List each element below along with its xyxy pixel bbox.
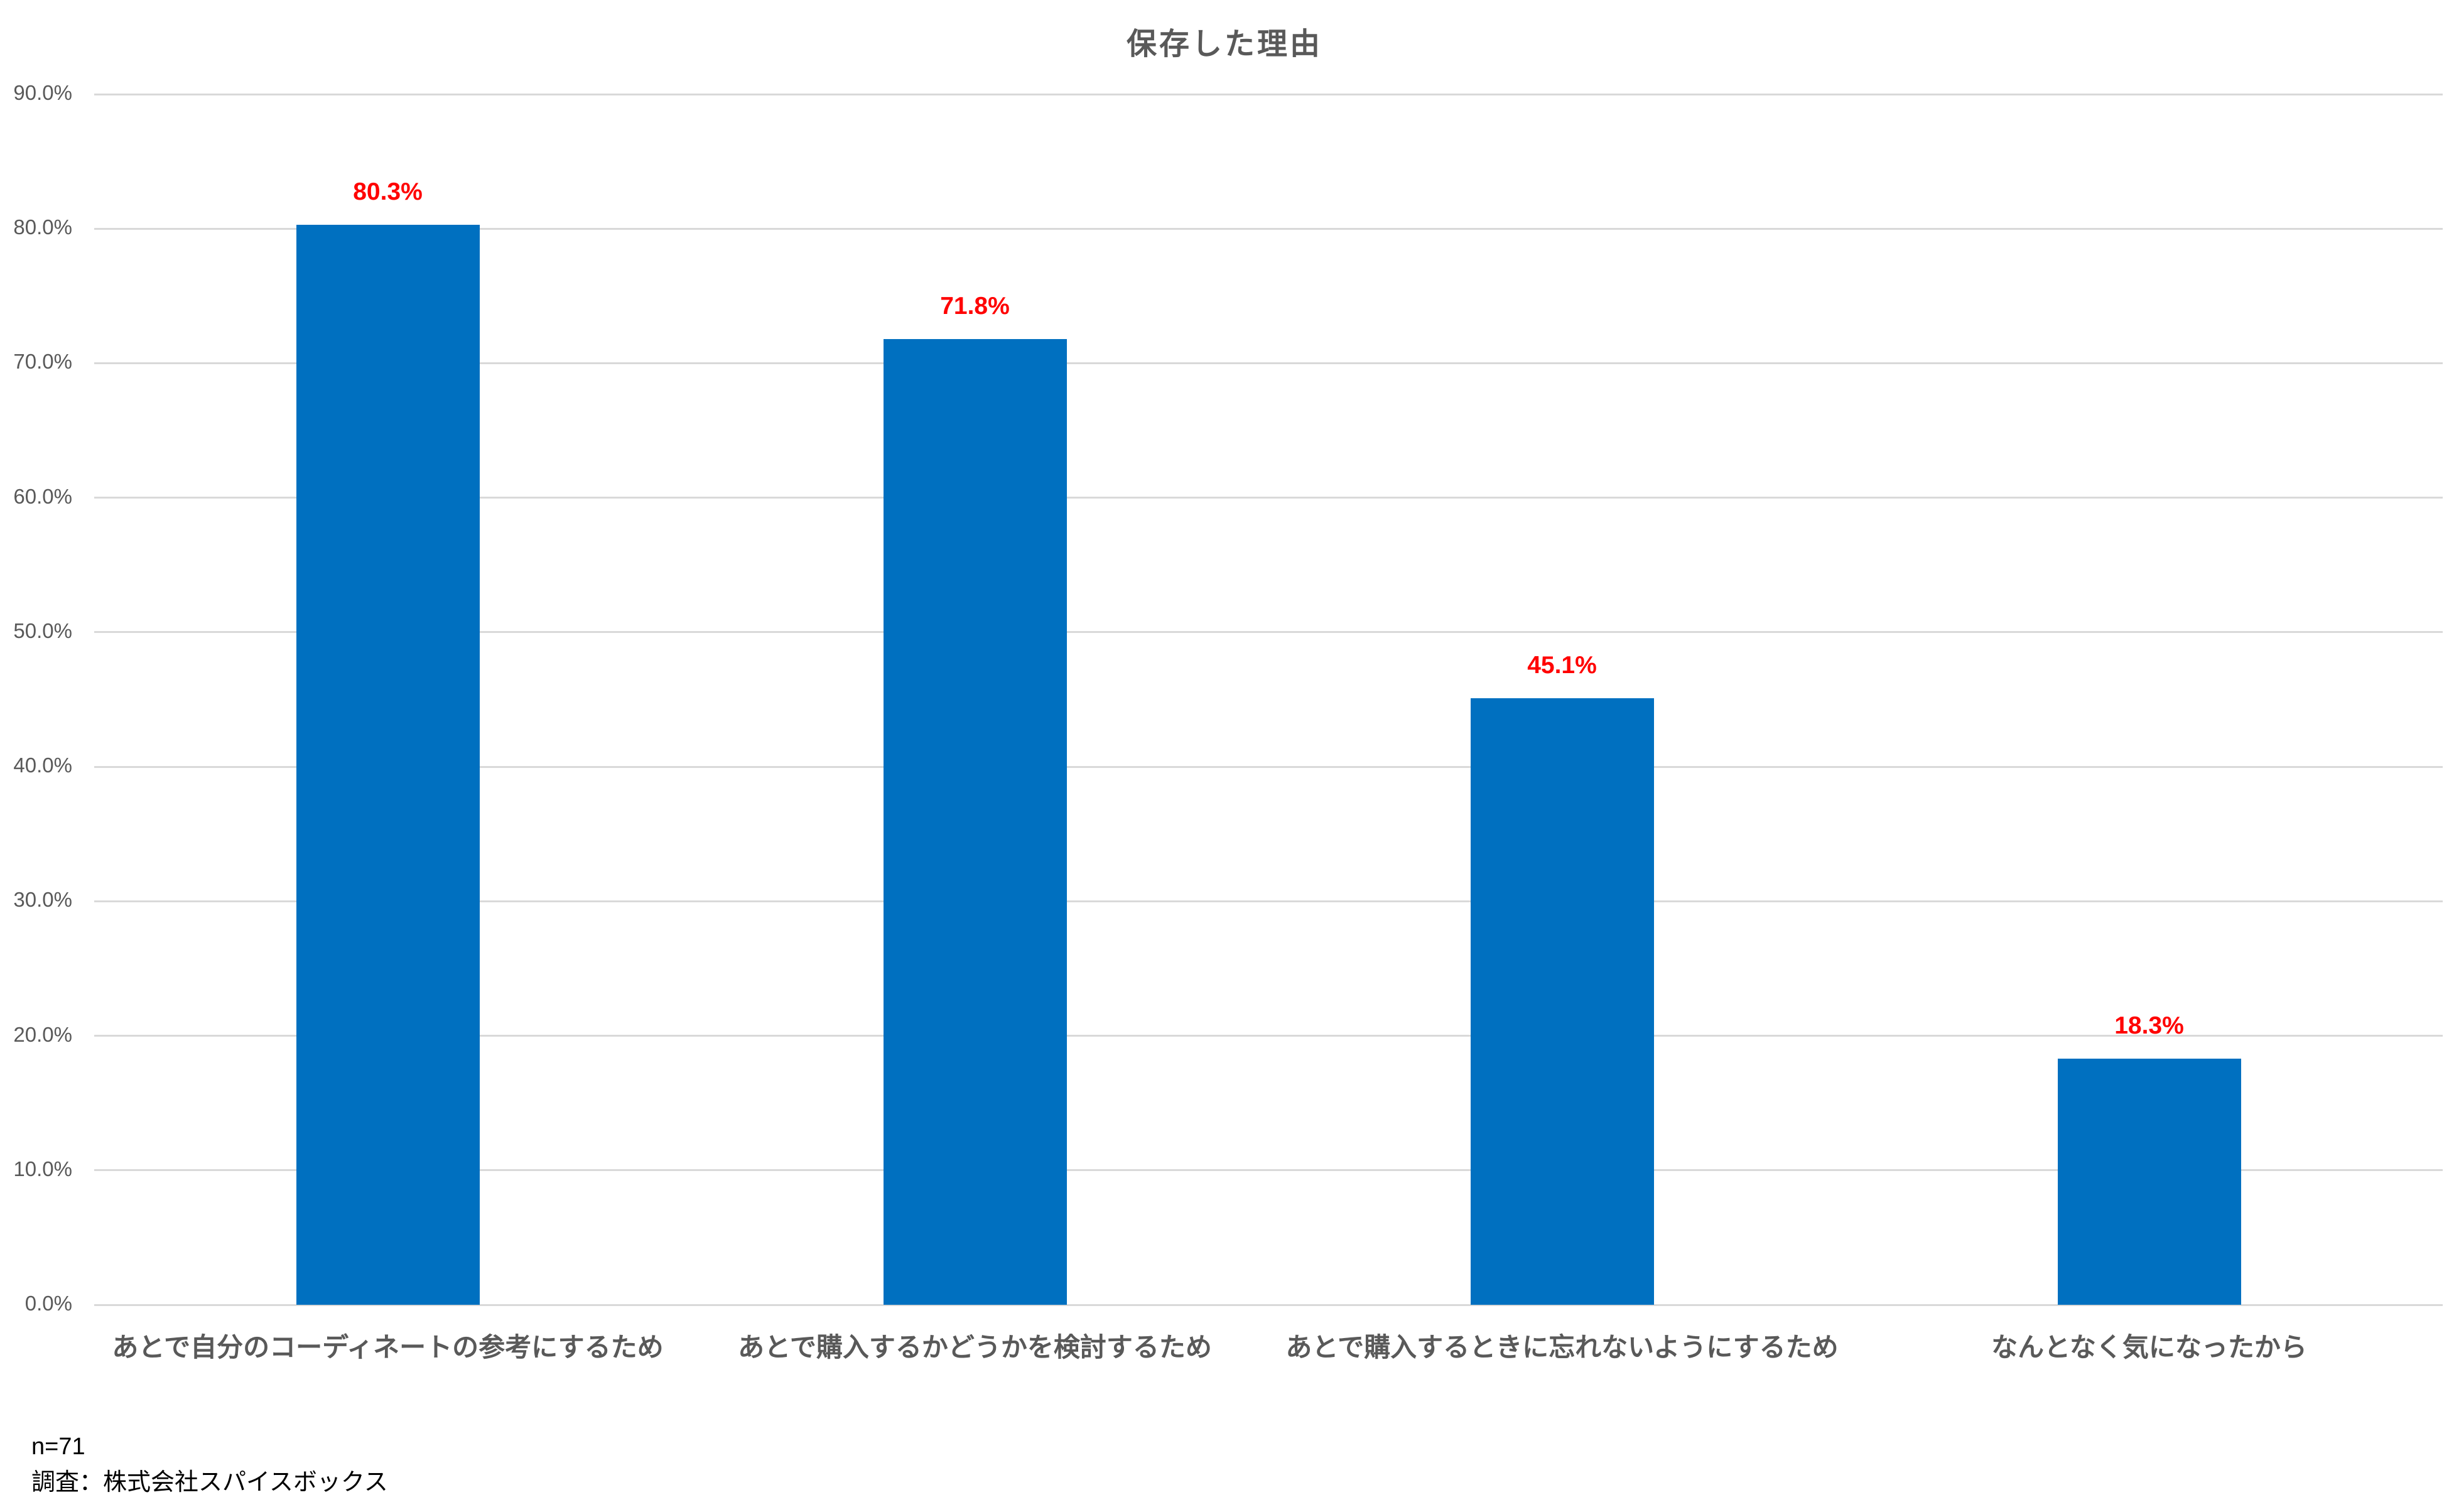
x-axis-category-label: あとで購入するときに忘れないようにするため — [1285, 1332, 1839, 1362]
gridline — [94, 227, 2443, 230]
bar — [883, 338, 1067, 1305]
bar — [296, 224, 480, 1305]
y-axis-tick-label: 60.0% — [13, 484, 72, 508]
y-axis-tick-label: 40.0% — [13, 753, 72, 777]
bar-value-label: 71.8% — [940, 292, 1010, 320]
gridline — [94, 497, 2443, 499]
x-axis-category-label: あとで自分のコーディネートの参考にするため — [112, 1332, 664, 1362]
gridline — [94, 765, 2443, 768]
bar-value-label: 18.3% — [2114, 1012, 2184, 1039]
y-axis-tick-label: 70.0% — [13, 350, 72, 374]
y-axis-tick-label: 30.0% — [13, 888, 72, 912]
gridline — [94, 631, 2443, 634]
y-axis-tick-label: 20.0% — [13, 1022, 72, 1046]
gridline — [94, 1304, 2443, 1306]
bar — [2057, 1058, 2241, 1305]
y-axis-tick-label: 0.0% — [24, 1292, 72, 1315]
bar — [1470, 698, 1654, 1305]
gridline — [94, 900, 2443, 902]
source-label: 調査：株式会社スパイスボックス — [31, 1469, 388, 1496]
chart-title: 保存した理由 — [1126, 28, 1322, 61]
chart-footer: n=71 調査：株式会社スパイスボックス — [31, 1429, 388, 1501]
x-axis-category-label: あとで購入するかどうかを検討するため — [738, 1332, 1212, 1362]
gridline — [94, 93, 2443, 95]
bar-value-label: 80.3% — [353, 178, 423, 205]
gridline — [94, 1169, 2443, 1172]
y-axis-tick-label: 90.0% — [13, 81, 72, 104]
sample-size-label: n=71 — [31, 1434, 85, 1460]
y-axis-tick-label: 10.0% — [13, 1157, 72, 1180]
gridline — [94, 1035, 2443, 1037]
bar-value-label: 45.1% — [1527, 651, 1597, 679]
y-axis-tick-label: 50.0% — [13, 618, 72, 642]
y-axis-tick-label: 80.0% — [13, 215, 72, 239]
x-axis-category-label: なんとなく気になったから — [1991, 1332, 2307, 1362]
gridline — [94, 362, 2443, 364]
